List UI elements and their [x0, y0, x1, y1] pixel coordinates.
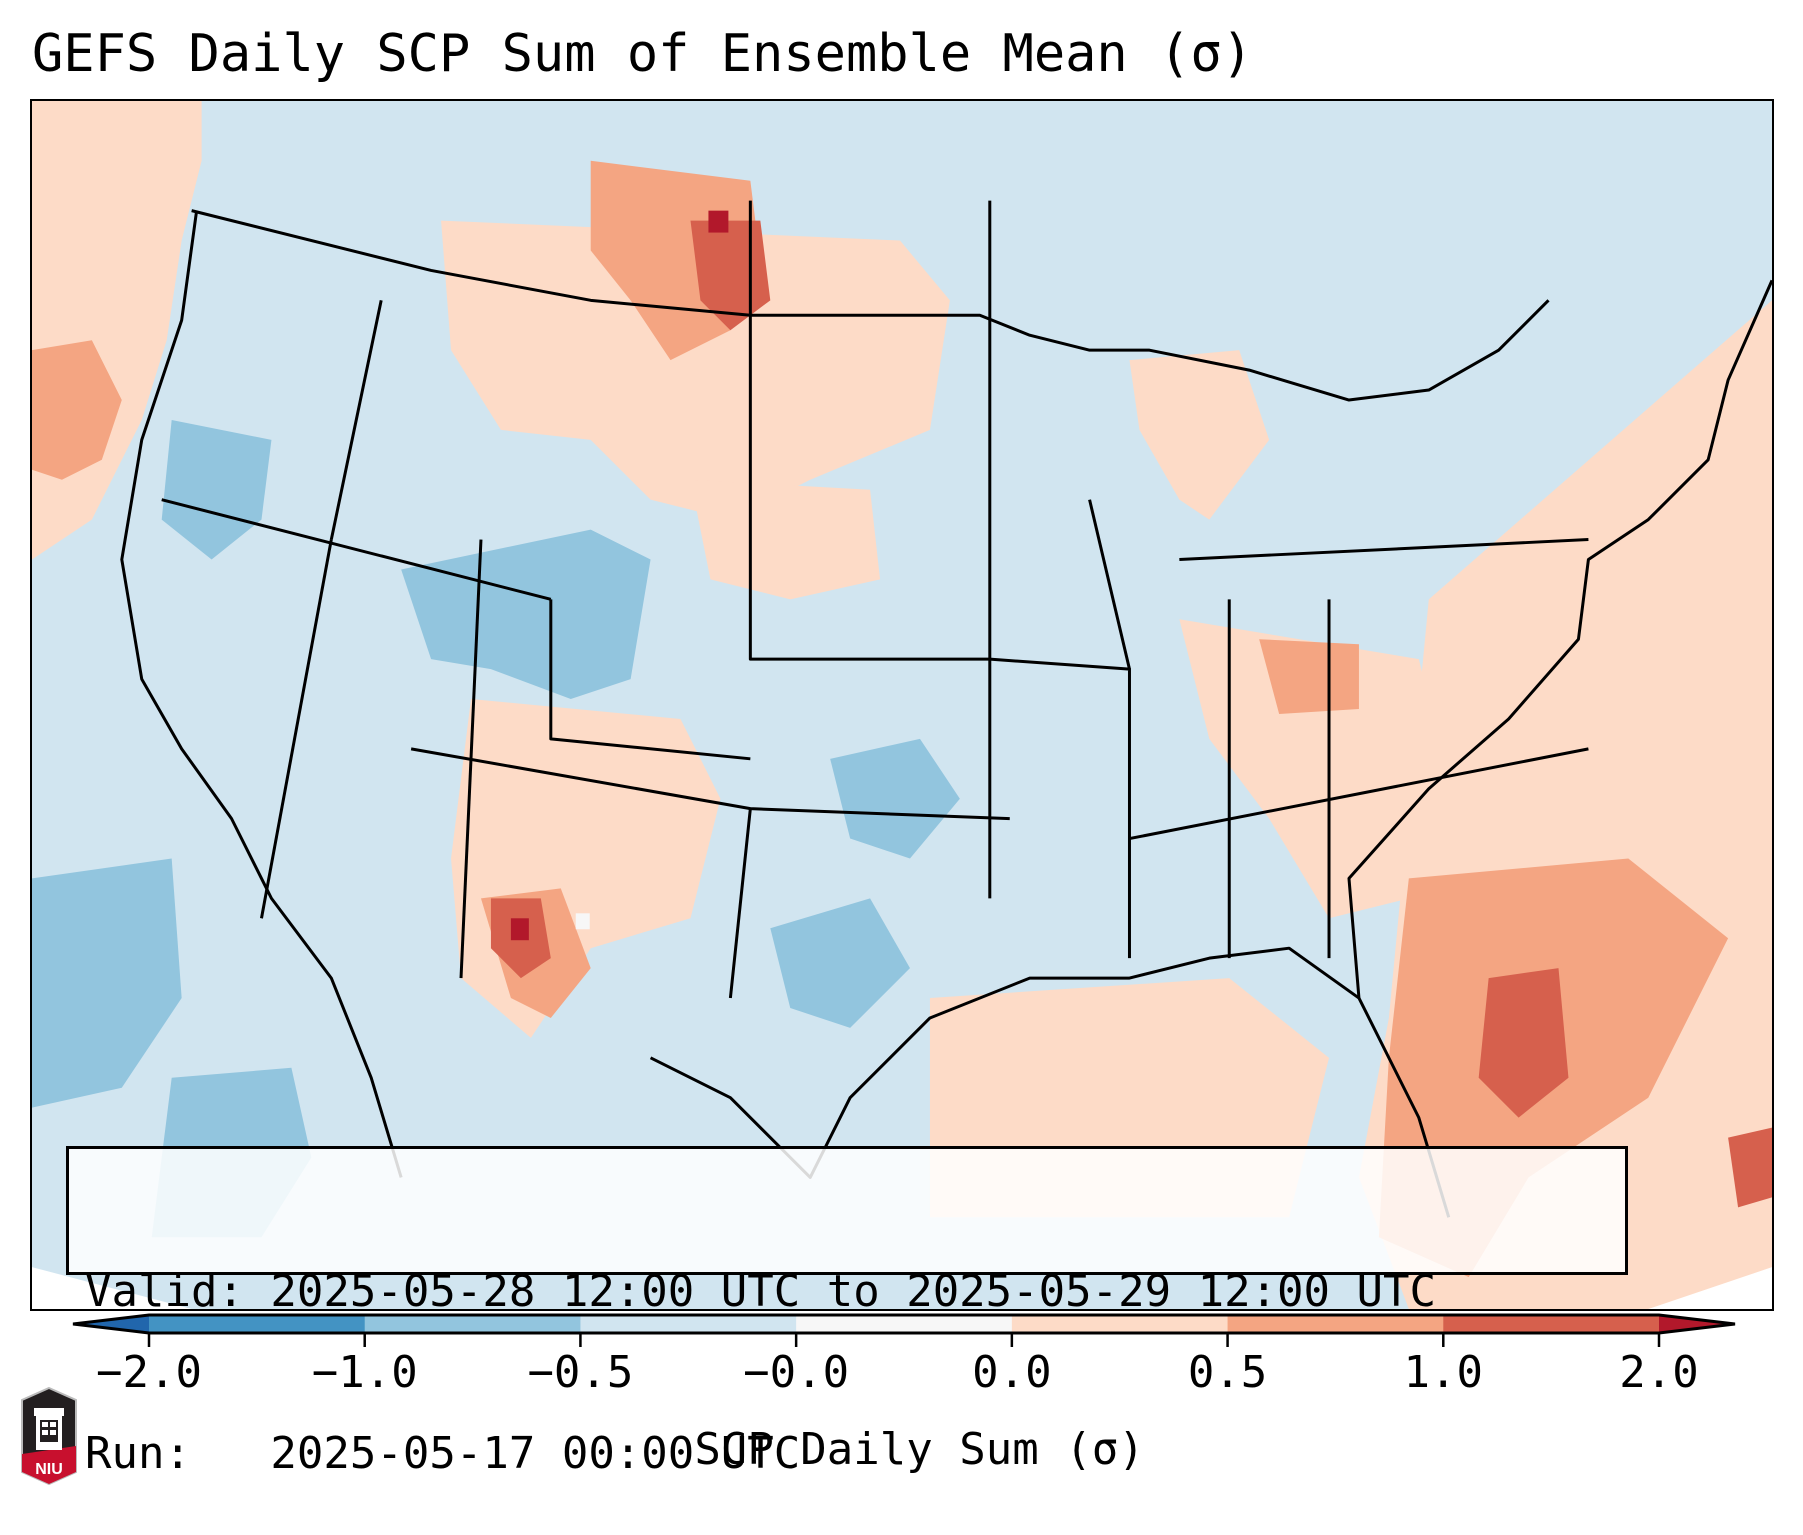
colorbar-tick-label: −0.5 — [527, 1347, 634, 1398]
projection-edge — [32, 1267, 192, 1309]
chart-title: GEFS Daily SCP Sum of Ensemble Mean (σ) — [32, 24, 1253, 84]
patch-ky-orange — [1259, 639, 1359, 714]
patch-colorado-cool — [401, 529, 651, 700]
patch-nm-white — [575, 913, 590, 930]
niu-shield-icon: NIU — [21, 1386, 77, 1486]
patch-nevada-cool — [161, 419, 272, 560]
state-line-4 — [549, 599, 751, 761]
state-line-1 — [329, 300, 383, 540]
anomaly-map — [32, 101, 1772, 1309]
patch-great-lakes-warm — [1129, 350, 1270, 520]
patch-texas-cool — [770, 898, 910, 1028]
colorbar-tick-label: 0.0 — [972, 1347, 1052, 1398]
us-canada-border — [191, 209, 1550, 402]
state-line-11 — [1088, 499, 1131, 670]
state-line-15 — [1179, 538, 1589, 561]
colorbar-tick-label: −2.0 — [96, 1347, 202, 1398]
map-panel — [30, 99, 1774, 1311]
svg-text:NIU: NIU — [35, 1461, 63, 1478]
state-line-5 — [748, 200, 990, 661]
patch-pacific-cool-1 — [32, 858, 182, 1108]
colorbar-label: SCP Daily Sum (σ) — [694, 1424, 1145, 1475]
colorbar-tick-label: −1.0 — [311, 1347, 418, 1398]
state-line-3 — [161, 498, 552, 601]
state-line-12 — [1129, 747, 1589, 841]
state-line-2 — [260, 539, 333, 919]
niu-logo: NIU — [20, 1386, 78, 1486]
colorbar-tick-label: 0.5 — [1187, 1347, 1268, 1398]
west-coast — [120, 210, 403, 1178]
patch-antilles-red — [1728, 1127, 1772, 1208]
colorbar-tick-label: 1.0 — [1403, 1347, 1484, 1398]
colorbar-tick-label: 2.0 — [1619, 1347, 1699, 1398]
patch-pacific-nw-warm2 — [32, 340, 122, 480]
run-time-text: Run: 2025-05-17 00:00 UTC — [85, 1428, 801, 1479]
patch-montana-darkred — [708, 210, 729, 233]
patch-nm-darkred — [510, 918, 529, 941]
valid-time-text: Valid: 2025-05-28 12:00 UTC to 2025-05-2… — [85, 1266, 1437, 1317]
borders — [120, 200, 1772, 1218]
east-coast — [1347, 279, 1772, 999]
patch-oklahoma-cool — [830, 738, 960, 859]
valid-run-info-box: Valid: 2025-05-28 12:00 UTC to 2025-05-2… — [66, 1146, 1628, 1479]
projection-edge-right — [1648, 1267, 1772, 1309]
state-line-8 — [728, 808, 752, 999]
colorbar-tick-label: −0.0 — [743, 1347, 850, 1398]
patch-florida-red — [1478, 968, 1569, 1118]
patch-nebraska-warm — [690, 479, 881, 600]
colorbar-extend-high — [1659, 1315, 1735, 1333]
